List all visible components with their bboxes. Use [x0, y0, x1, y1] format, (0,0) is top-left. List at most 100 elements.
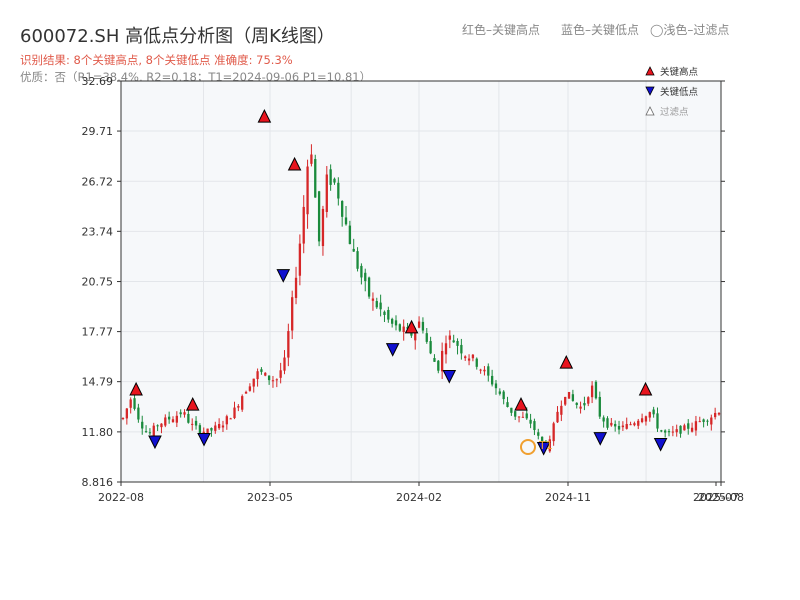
candle-body — [137, 407, 140, 420]
y-axis: 8.816 11.80 14.79 17.77 20.75 23.74 26.72 29.71… — [82, 75, 725, 489]
candle-body — [183, 412, 186, 415]
candle-body — [629, 424, 632, 426]
candle-body — [375, 301, 378, 308]
candle-body — [587, 397, 590, 404]
candle-body — [341, 201, 344, 217]
candle-body — [564, 396, 567, 405]
candle-body — [214, 425, 217, 431]
candle-body — [198, 425, 202, 434]
candle-body — [594, 381, 598, 399]
candle-body — [306, 166, 309, 215]
candle-body — [467, 358, 471, 361]
candle-body — [160, 423, 163, 428]
candle-body — [121, 417, 125, 419]
candle-body — [698, 421, 701, 423]
y-tick-label: 23.74 — [82, 225, 114, 238]
y-tick-label: 8.816 — [82, 476, 114, 489]
candle-body — [294, 277, 298, 298]
candle-body — [133, 398, 136, 409]
candle-body — [233, 407, 236, 419]
candle-body — [640, 418, 644, 423]
candle-body — [364, 272, 367, 282]
candle-body — [283, 357, 286, 371]
candle-body — [556, 411, 559, 423]
key-low-marker — [653, 437, 668, 452]
candle-body — [387, 309, 390, 320]
candle-body — [483, 369, 486, 372]
candle-body — [141, 421, 144, 429]
candle-body — [494, 383, 498, 389]
candle-body — [194, 420, 198, 426]
candle-body — [444, 343, 448, 355]
top-legend-red: 红色–关键高点 — [462, 23, 541, 37]
legend-filtered-label: 过滤点 — [660, 106, 689, 118]
candle-body — [625, 423, 628, 429]
candle-body — [402, 326, 405, 332]
x-tick-label: 2022-08 — [98, 491, 144, 504]
legend: 关键高点 关键低点 过滤点 — [645, 66, 699, 118]
candle-body — [510, 407, 513, 413]
candle-body — [417, 321, 421, 328]
candle-body — [302, 206, 305, 244]
candle-body — [337, 182, 340, 199]
legend-low-icon — [645, 86, 655, 96]
candle-body — [660, 430, 663, 432]
candle-body — [548, 439, 551, 452]
top-legend-faded: ◯浅色–过滤点 — [650, 23, 730, 37]
candle-body — [148, 432, 152, 434]
candle-body — [248, 386, 252, 391]
candle-body — [414, 331, 417, 341]
candle-body — [321, 208, 325, 247]
candle-body — [256, 371, 259, 380]
candle-body — [617, 425, 621, 430]
chart-title: 600072.SH 高低点分析图（周K线图） — [20, 26, 335, 47]
candle-body — [206, 428, 209, 434]
candle-body — [260, 369, 263, 372]
candle-body — [579, 406, 582, 409]
candle-body — [460, 344, 463, 354]
candle-body — [456, 340, 459, 346]
candle-body — [298, 243, 302, 276]
candle-body — [529, 419, 532, 424]
candle-body — [571, 394, 575, 401]
candle-body — [717, 412, 721, 415]
candle-body — [690, 427, 694, 432]
candle-body — [348, 225, 352, 245]
legend-high-label: 关键高点 — [660, 66, 699, 78]
x-axis: 2022-08 2023-05 2024-02 2024-11 2025-072025-… — [98, 482, 744, 504]
candle-body — [383, 311, 386, 315]
t1-label: T1 — [538, 439, 553, 452]
candle-body — [271, 380, 275, 382]
key-low-marker — [276, 269, 291, 283]
candle-body — [490, 375, 494, 385]
candle-body — [540, 436, 544, 443]
y-tick-label: 26.72 — [82, 175, 114, 188]
candle-body — [433, 358, 436, 362]
candle-body — [667, 431, 671, 433]
candle-body — [679, 425, 682, 434]
key-high-marker — [638, 381, 653, 396]
candle-body — [187, 413, 190, 423]
candle-body — [575, 402, 578, 405]
candle-body — [464, 356, 467, 359]
candle-body — [652, 409, 655, 415]
x-tick-label: 2024-11 — [545, 491, 591, 504]
candle-body — [498, 391, 501, 394]
candle-body — [675, 429, 678, 433]
candle-body — [437, 360, 440, 371]
key-high-marker — [185, 397, 200, 411]
candle-body — [537, 432, 540, 436]
candle-body — [371, 298, 375, 301]
legend-filtered-icon — [645, 106, 655, 116]
x-tick-label: 2025-08 — [698, 491, 744, 504]
candle-body — [514, 411, 517, 417]
candle-body — [502, 391, 505, 400]
candle-body — [567, 392, 571, 399]
t1-ring — [520, 439, 536, 455]
candle-body — [644, 416, 648, 422]
key-low-marker — [197, 432, 211, 447]
candle-body — [317, 191, 321, 242]
candle-body — [714, 412, 717, 418]
candle-body — [517, 416, 521, 418]
candle-body — [225, 416, 228, 425]
